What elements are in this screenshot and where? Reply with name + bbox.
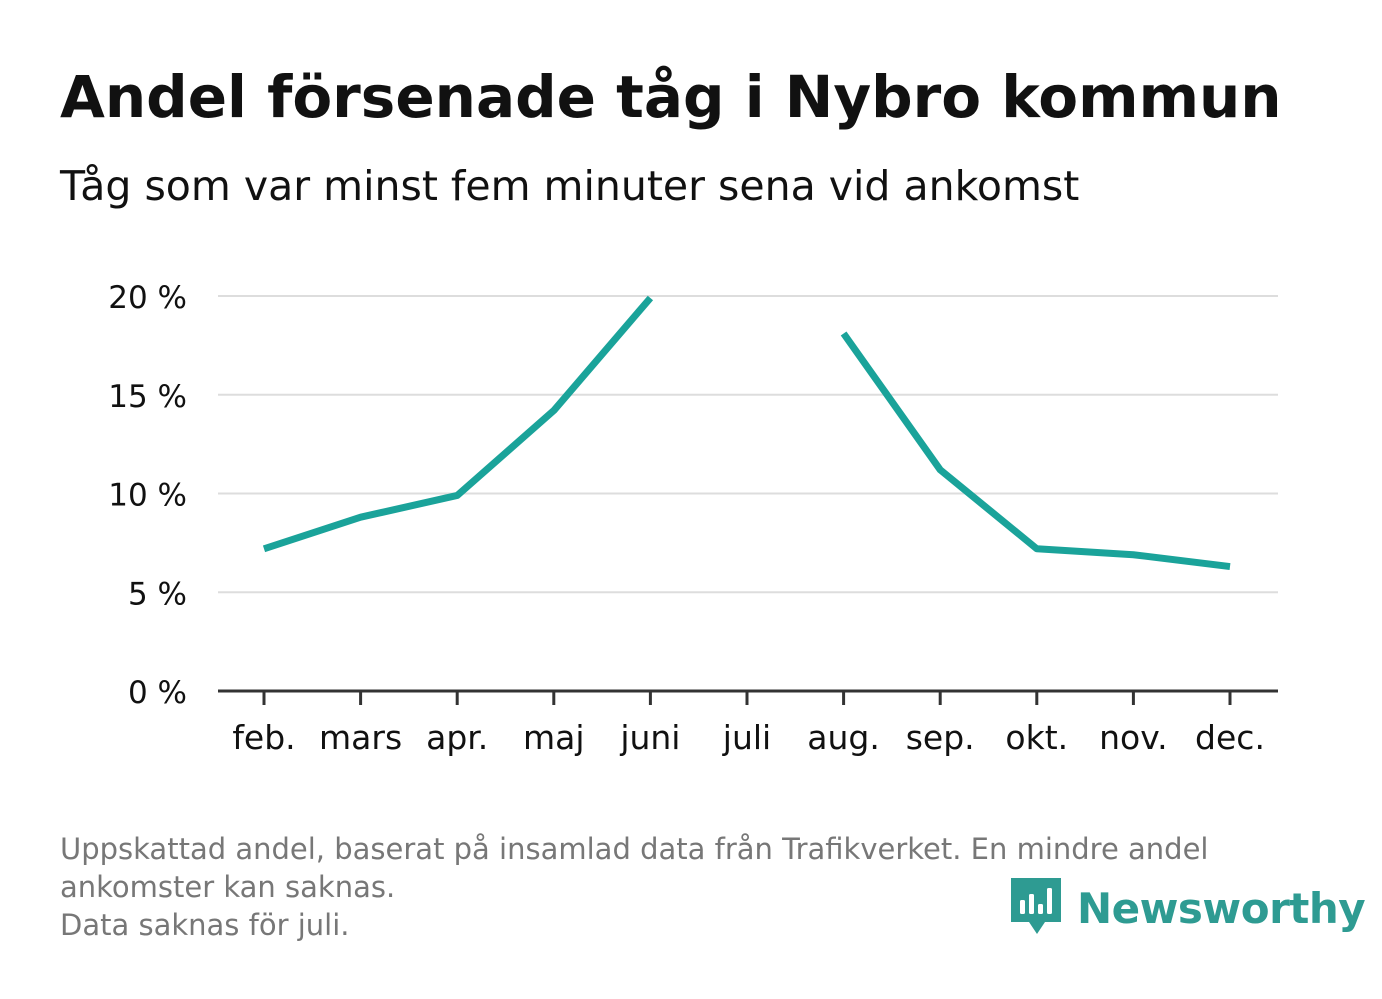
series-line-segment: [262, 295, 654, 553]
chart-subtitle: Tåg som var minst fem minuter sena vid a…: [60, 162, 1080, 210]
series-line-segment: [840, 331, 1231, 571]
y-tick-label: 0 %: [128, 675, 187, 711]
x-tick-label: nov.: [1099, 718, 1168, 757]
x-tick-label: juni: [619, 718, 680, 757]
gridlines: [218, 295, 1278, 594]
x-tick-label: dec.: [1195, 718, 1265, 757]
brand-name: Newsworthy: [1077, 883, 1366, 933]
x-tick-label: okt.: [1005, 718, 1068, 757]
newsworthy-logo-icon: [1011, 878, 1061, 934]
y-tick-label: 15 %: [108, 379, 187, 415]
x-tick-label: juli: [722, 718, 771, 757]
series-lines: [262, 295, 1231, 571]
y-axis-tick-labels: 0 % 5 % 10 % 15 % 20 %: [108, 280, 187, 711]
chart-title: Andel försenade tåg i Nybro kommun: [60, 63, 1282, 131]
brand-logo: Newsworthy: [1011, 878, 1366, 938]
footer-note-source: Uppskattad andel, baserat på insamlad da…: [60, 832, 1209, 904]
y-tick-label: 20 %: [108, 280, 187, 316]
x-tick-label: feb.: [232, 718, 295, 757]
footer-note: Uppskattad andel, baserat på insamlad da…: [60, 830, 1310, 944]
x-tick-label: aug.: [807, 718, 880, 757]
y-tick-label: 5 %: [128, 576, 187, 612]
x-tick-label: apr.: [426, 718, 488, 757]
x-tick-label: sep.: [906, 718, 975, 757]
x-tick-label: mars: [319, 718, 402, 757]
footer-note-missing: Data saknas för juli.: [60, 908, 350, 942]
x-axis-tick-labels: feb. mars apr. maj juni juli aug. sep. okt. nov. d…: [232, 718, 1265, 757]
y-tick-label: 10 %: [108, 478, 187, 514]
x-tick-label: maj: [523, 718, 585, 757]
x-axis: [218, 689, 1278, 705]
